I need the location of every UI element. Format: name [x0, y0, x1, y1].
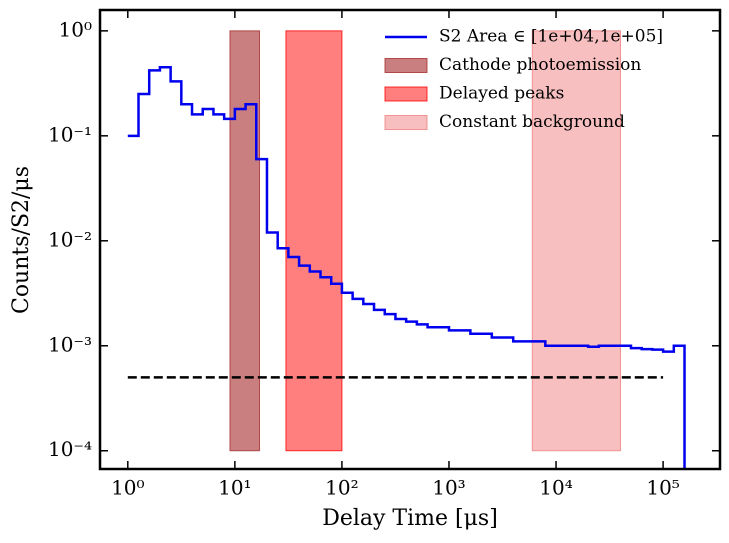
span: [531, 30, 621, 452]
legend-label: Delayed peaks: [439, 84, 564, 104]
y-tick-label: 10⁻⁴: [48, 437, 92, 461]
x-tick-label: 10⁴: [539, 476, 572, 500]
legend-patch: [384, 115, 428, 130]
histogram-line: [127, 66, 686, 469]
x-tick-label: 10²: [325, 476, 358, 500]
legend-label: S2 Area ∈ [1e+04,1e+05]: [439, 27, 663, 47]
span: [285, 30, 343, 452]
legend-label: Cathode photoemission: [439, 55, 641, 75]
y-tick-label: 10⁻²: [48, 227, 92, 251]
legend-label: Constant background: [439, 112, 625, 132]
x-tick-label: 10⁰: [111, 476, 144, 500]
y-axis-label: Counts/S2/μs: [9, 166, 34, 314]
x-tick-label: 10³: [432, 476, 465, 500]
legend-patch: [384, 58, 428, 73]
y-tick-label: 10⁻¹: [48, 122, 92, 146]
span: [229, 30, 261, 452]
x-tick-label: 10⁵: [646, 476, 679, 500]
legend-patch: [384, 86, 428, 102]
y-tick-label: 10⁰: [59, 17, 92, 41]
x-tick-label: 10¹: [218, 476, 251, 500]
x-axis-label: Delay Time [μs]: [322, 506, 498, 531]
plot-frame: [98, 8, 722, 471]
y-tick-label: 10⁻³: [48, 332, 92, 356]
